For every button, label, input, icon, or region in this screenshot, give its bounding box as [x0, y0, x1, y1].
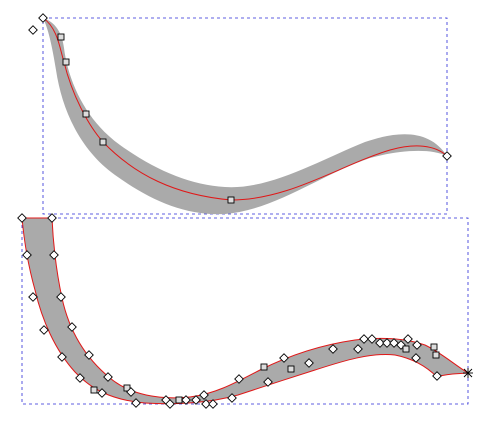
- node-diamond[interactable]: [442, 151, 452, 161]
- bottom-nodes[interactable]: [17, 213, 473, 409]
- node-square[interactable]: [430, 343, 438, 351]
- node-diamond[interactable]: [126, 387, 136, 397]
- node-diamond[interactable]: [75, 373, 85, 383]
- node-diamond[interactable]: [208, 399, 218, 409]
- node-square[interactable]: [260, 363, 268, 371]
- node-square[interactable]: [227, 196, 235, 204]
- bottom-selection-bbox: [21, 217, 469, 405]
- bottom-shape-object[interactable]: [17, 213, 473, 409]
- node-square[interactable]: [57, 33, 65, 41]
- node-diamond[interactable]: [403, 334, 413, 344]
- node-square[interactable]: [82, 110, 90, 118]
- node-diamond[interactable]: [412, 340, 422, 350]
- node-diamond[interactable]: [328, 344, 338, 354]
- node-diamond[interactable]: [227, 393, 237, 403]
- node-diamond[interactable]: [165, 399, 175, 409]
- node-diamond[interactable]: [432, 371, 442, 381]
- bottom-gray-shape: [21, 217, 469, 405]
- node-diamond[interactable]: [367, 334, 377, 344]
- top-red-centerline: [42, 17, 448, 201]
- node-diamond[interactable]: [359, 334, 369, 344]
- node-diamond[interactable]: [17, 213, 27, 223]
- node-diamond[interactable]: [353, 344, 363, 354]
- node-diamond[interactable]: [201, 399, 211, 409]
- node-diamond[interactable]: [263, 377, 273, 387]
- node-diamond[interactable]: [389, 338, 399, 348]
- node-square[interactable]: [90, 386, 98, 394]
- node-diamond[interactable]: [49, 250, 59, 260]
- node-square[interactable]: [432, 351, 440, 359]
- node-diamond[interactable]: [22, 250, 32, 260]
- top-nodes[interactable]: [28, 13, 452, 204]
- node-diamond[interactable]: [375, 338, 385, 348]
- node-diamond[interactable]: [38, 13, 48, 23]
- node-diamond[interactable]: [84, 350, 94, 360]
- node-square[interactable]: [99, 138, 107, 146]
- node-diamond[interactable]: [304, 358, 314, 368]
- node-square[interactable]: [175, 396, 183, 404]
- node-cross[interactable]: [463, 368, 473, 378]
- node-diamond[interactable]: [28, 292, 38, 302]
- node-diamond[interactable]: [181, 395, 191, 405]
- node-square[interactable]: [62, 58, 70, 66]
- node-diamond[interactable]: [234, 374, 244, 384]
- top-gray-stroke: [43, 18, 447, 215]
- node-diamond[interactable]: [97, 388, 107, 398]
- node-diamond[interactable]: [57, 352, 67, 362]
- node-diamond[interactable]: [279, 353, 289, 363]
- node-square[interactable]: [287, 365, 295, 373]
- node-diamond[interactable]: [56, 292, 66, 302]
- top-selection-bbox: [42, 17, 448, 215]
- node-diamond[interactable]: [191, 395, 201, 405]
- node-diamond[interactable]: [28, 25, 38, 35]
- node-diamond[interactable]: [47, 213, 57, 223]
- node-diamond[interactable]: [131, 398, 141, 408]
- node-diamond[interactable]: [199, 390, 209, 400]
- node-diamond[interactable]: [103, 372, 113, 382]
- node-diamond[interactable]: [67, 322, 77, 332]
- top-stroke-object[interactable]: [28, 13, 452, 215]
- node-diamond[interactable]: [382, 338, 392, 348]
- node-diamond[interactable]: [39, 325, 49, 335]
- node-square[interactable]: [402, 345, 410, 353]
- node-diamond[interactable]: [411, 353, 421, 363]
- node-square[interactable]: [123, 384, 131, 392]
